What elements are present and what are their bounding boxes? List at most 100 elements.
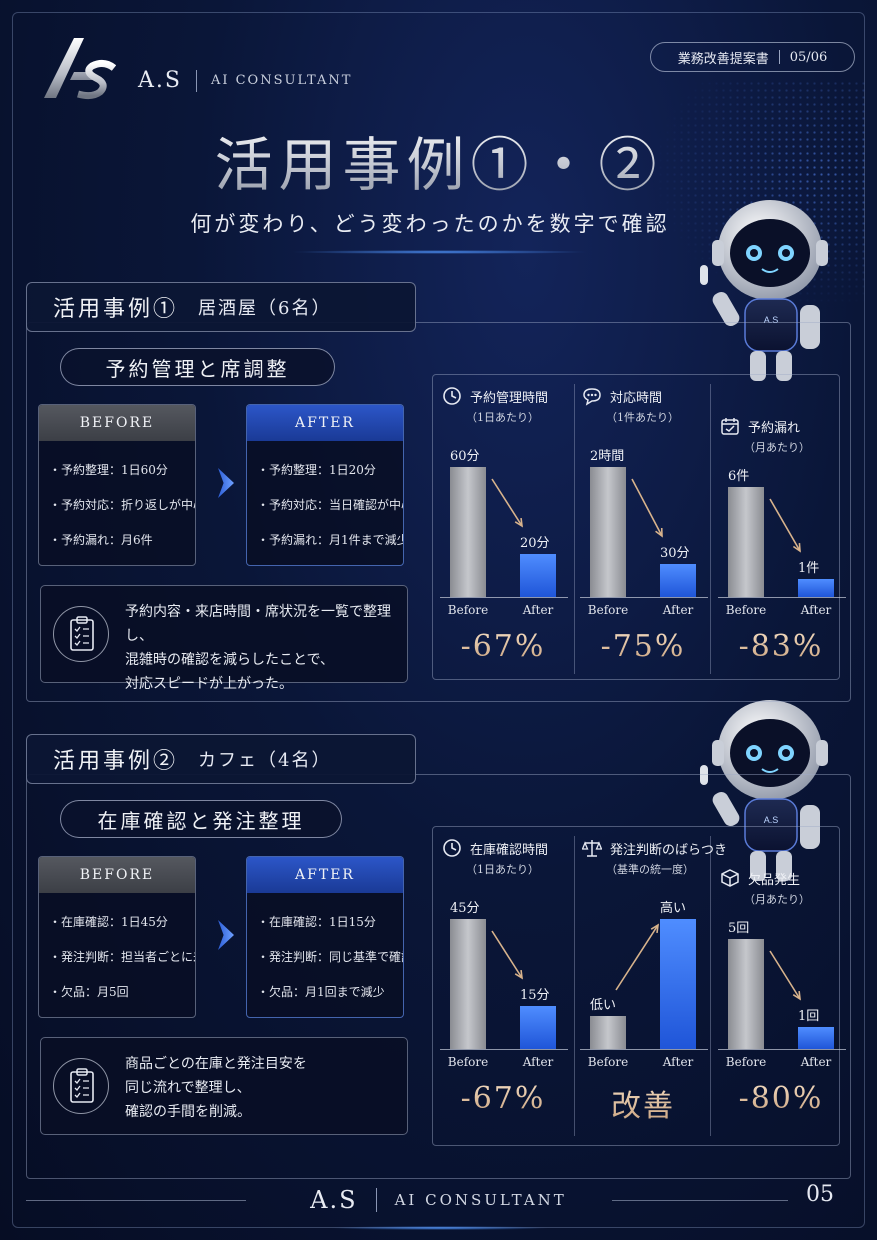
kpi-divider (710, 836, 711, 1136)
list-item: ・在庫確認：1日15分 (257, 915, 376, 929)
kpi-divider (574, 384, 575, 674)
result-value: -67% (438, 629, 568, 664)
summary-line: 混雑時の確認を減らしたことで、 (125, 652, 335, 668)
bar-before (450, 467, 486, 597)
summary-note: 商品ごとの在庫と発注目安を 同じ流れで整理し、 確認の手間を削減。 (40, 1037, 408, 1135)
trend-arrow-icon (769, 950, 801, 1001)
metric-unit: （1日あたり） (466, 863, 539, 876)
kpi-panel (432, 374, 840, 680)
result-value: -75% (578, 629, 708, 664)
before-list: ・予約整理：1日60分 ・予約対応：折り返しが中心 ・予約漏れ：月6件 (39, 441, 195, 558)
clock-icon (443, 387, 461, 405)
page-number: 05 (806, 1182, 834, 1207)
axis-label-after: After (522, 1055, 554, 1069)
axis-label-before: Before (447, 603, 489, 617)
footer-brand-subtitle: AI CONSULTANT (394, 1191, 567, 1209)
value-before: 5回 (728, 921, 750, 936)
value-after: 1件 (798, 561, 820, 576)
brand: A.S AI CONSULTANT (138, 68, 352, 93)
bar-before (590, 467, 626, 597)
metric-unit: （月あたり） (744, 441, 810, 454)
value-before: 低い (590, 998, 617, 1013)
list-item: ・予約整理：1日20分 (257, 463, 376, 477)
clock-icon (443, 839, 461, 857)
after-header: AFTER (247, 857, 403, 893)
bar-after (798, 579, 834, 597)
before-header: BEFORE (39, 857, 195, 893)
value-after: 15分 (520, 988, 550, 1003)
before-box: BEFORE ・予約整理：1日60分 ・予約対応：折り返しが中心 ・予約漏れ：月6件 (38, 404, 196, 566)
summary-text: 予約内容・来店時間・席状況を一覧で整理し、 混雑時の確認を減らしたことで、 対応スピ… (125, 600, 407, 696)
summary-note: 予約内容・来店時間・席状況を一覧で整理し、 混雑時の確認を減らしたことで、 対応スピ… (40, 585, 408, 692)
summary-text: 商品ごとの在庫と発注目安を 同じ流れで整理し、 確認の手間を削減。 (125, 1052, 307, 1124)
summary-line: 予約内容・来店時間・席状況を一覧で整理し、 (125, 604, 391, 644)
kpi-divider (710, 384, 711, 674)
case-label: 活用事例② (53, 749, 179, 774)
footer-line-right (612, 1200, 788, 1201)
list-item: ・予約対応：当日確認が中心 (257, 498, 403, 512)
metric-unit: （基準の統一度） (606, 863, 694, 876)
value-after: 高い (660, 901, 687, 916)
before-box: BEFORE ・在庫確認：1日45分 ・発注判断：担当者ごとに差 ・欠品：月5回 (38, 856, 196, 1018)
bar-before (728, 487, 764, 597)
value-after: 30分 (660, 546, 690, 561)
axis-label-after: After (800, 1055, 832, 1069)
case-place: カフェ（4名） (198, 750, 332, 771)
calendar-check-icon (721, 418, 739, 435)
section-tab: 活用事例① 居酒屋（6名） (26, 282, 416, 332)
before-header: BEFORE (39, 405, 195, 441)
bar-before (728, 939, 764, 1049)
list-item: ・予約整理：1日60分 (49, 463, 168, 477)
bar-after (520, 1006, 556, 1049)
brand-separator (195, 69, 197, 92)
metric-unit: （1件あたり） (606, 411, 679, 424)
metric-unit: （月あたり） (744, 893, 810, 906)
summary-line: 同じ流れで整理し、 (125, 1080, 251, 1096)
value-after: 1回 (798, 1009, 820, 1024)
metric-title: 予約漏れ (748, 421, 801, 436)
topic-pill: 在庫確認と発注整理 (60, 800, 342, 838)
chat-icon (583, 388, 601, 406)
after-box: AFTER ・予約整理：1日20分 ・予約対応：当日確認が中心 ・予約漏れ：月1件まで… (246, 404, 404, 566)
chart-axis (440, 597, 568, 598)
result-value: -80% (716, 1081, 846, 1116)
trend-arrow-icon (491, 478, 523, 528)
case-label: 活用事例① (53, 297, 179, 322)
value-before: 60分 (450, 449, 480, 464)
after-list: ・予約整理：1日20分・予約対応：当日確認が中心 ・予約漏れ：月1件まで減少 (247, 441, 403, 558)
bar-after (660, 564, 696, 597)
trend-arrow-icon (769, 498, 801, 553)
scale-icon (582, 840, 602, 857)
value-before: 6件 (728, 469, 750, 484)
axis-label-after: After (662, 1055, 694, 1069)
section-frame (26, 322, 851, 702)
trend-arrow-icon (631, 478, 663, 538)
svg-text:A.S: A.S (764, 315, 779, 325)
footer-line-left (26, 1200, 246, 1201)
result-value: -67% (438, 1081, 568, 1116)
list-item: ・発注判断：同じ基準で確認 (257, 950, 403, 964)
metric-title: 対応時間 (610, 391, 663, 406)
svg-text:A.S: A.S (764, 815, 779, 825)
list-item: ・欠品：月5回 (49, 985, 129, 999)
result-value: 改善 (578, 1081, 708, 1125)
kpi-divider (574, 836, 575, 1136)
bar-before (450, 919, 486, 1049)
value-before: 45分 (450, 901, 480, 916)
axis-label-after: After (522, 603, 554, 617)
axis-label-before: Before (725, 603, 767, 617)
after-header: AFTER (247, 405, 403, 441)
trend-arrow-icon (491, 930, 523, 980)
axis-label-before: Before (447, 1055, 489, 1069)
summary-line: 商品ごとの在庫と発注目安を (125, 1056, 307, 1072)
kpi-panel (432, 826, 840, 1146)
list-item: ・在庫確認：1日45分 (49, 915, 168, 929)
summary-line: 確認の手間を削減。 (125, 1104, 251, 1120)
bar-after (798, 1027, 834, 1049)
section-frame (26, 774, 851, 1179)
after-list: ・在庫確認：1日15分 ・発注判断：同じ基準で確認 ・欠品：月1回まで減少 (247, 893, 403, 1010)
bar-after (660, 919, 696, 1049)
list-item: ・予約漏れ：月1件まで減少 (257, 533, 403, 547)
section-tab: 活用事例② カフェ（4名） (26, 734, 416, 784)
bar-after (520, 554, 556, 597)
